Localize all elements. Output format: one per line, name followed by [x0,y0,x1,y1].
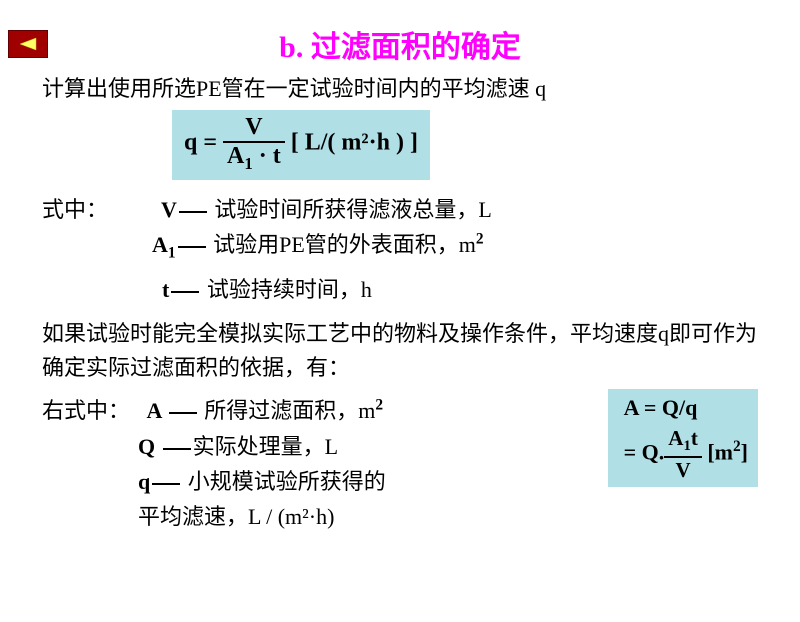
intro-text: 计算出使用所选PE管在一定试验时间内的平均滤速 q [42,72,758,106]
def-q-row2: 平均滤速，L / (m²·h) [42,499,602,534]
formula2-wrap: A = Q/q = Q.A1tV [m2] [608,389,758,486]
slide-title: b. 过滤面积的确定 [0,22,800,66]
where-label: 式中： [42,197,108,222]
def-v-text: 试验时间所获得滤液总量，L [209,197,492,222]
dash-icon [169,412,197,414]
def-v-sym: V [161,197,177,222]
formula2-line2: = Q.A1tV [m2] [624,426,748,483]
dash-icon [163,448,191,450]
right-label-row: 右式中： A 所得过滤面积，m2 [42,393,602,428]
formula2-line1: A = Q/q [624,395,748,421]
formula1-box: q = VA1 · t [ L/( m²·h ) ] [172,110,430,180]
back-button[interactable] [8,30,48,58]
formula2-box: A = Q/q = Q.A1tV [m2] [608,389,758,486]
para2: 如果试验时能完全模拟实际工艺中的物料及操作条件，平均速度q即可作为确定实际过滤面… [42,317,758,385]
triangle-left-icon [18,37,38,51]
slide-content: 计算出使用所选PE管在一定试验时间内的平均滤速 q q = VA1 · t [ … [0,72,800,534]
formula1-wrap: q = VA1 · t [ L/( m²·h ) ] [42,110,758,180]
def-a-row: A1 试验用PE管的外表面积，m2 [42,227,758,266]
where-row: 式中： V 试验时间所获得滤液总量，L [42,192,758,227]
dash-icon [171,291,199,293]
def-t-row: t 试验持续时间，h [42,272,758,307]
dash-icon [179,211,207,213]
dash-icon [178,246,206,248]
def-Q-row: Q 实际处理量，L [42,429,602,464]
dash-icon [152,483,180,485]
def-q-row: q 小规模试验所获得的 [42,464,602,499]
